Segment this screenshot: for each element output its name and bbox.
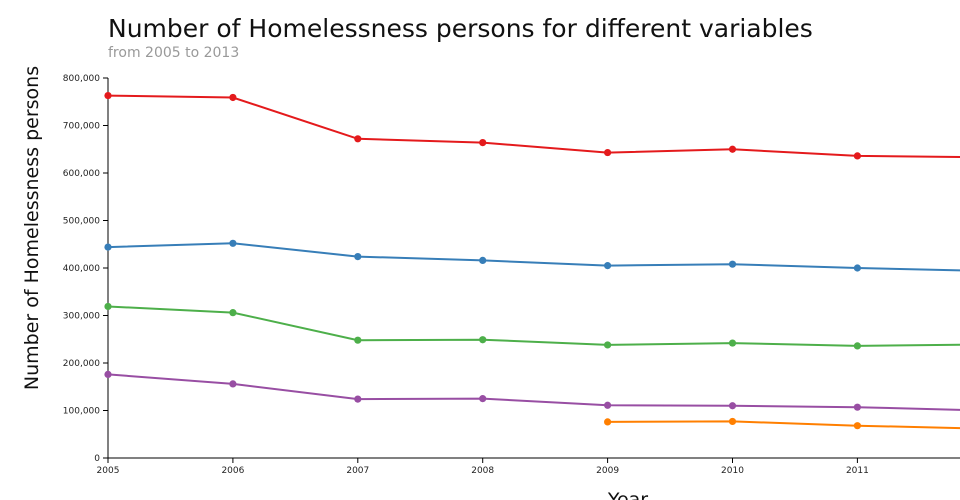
series-orange (604, 417, 960, 430)
chart-title: Number of Homelessness persons for diffe… (108, 14, 813, 43)
series-purple (104, 370, 960, 411)
series-purple-point[interactable] (853, 403, 862, 411)
series-blue-point[interactable] (853, 264, 862, 272)
series-red-line (107, 94, 960, 159)
x-tick-label: 2011 (846, 466, 869, 476)
series-blue-line (107, 242, 960, 272)
series-blue (104, 239, 960, 272)
series-red-point[interactable] (229, 93, 237, 102)
series-green (104, 302, 960, 350)
series-orange-point[interactable] (728, 417, 737, 426)
series-blue-point[interactable] (604, 262, 612, 270)
y-tick-label: 300,000 (63, 312, 100, 322)
y-tick-label: 800,000 (63, 74, 100, 84)
series-green-point[interactable] (728, 339, 737, 347)
series-red-point[interactable] (853, 152, 862, 160)
series-red-point[interactable] (728, 145, 737, 153)
x-tick-label: 2010 (721, 466, 744, 476)
series-layer (104, 91, 960, 430)
axes: 0 100,000 200,000 300,000 400,000 500,000 600,… (63, 74, 960, 476)
series-red-point[interactable] (104, 91, 112, 100)
series-blue-point[interactable] (728, 260, 737, 268)
x-tick-label: 2005 (97, 466, 120, 476)
series-orange-line (607, 420, 960, 430)
y-tick-label: 400,000 (63, 264, 100, 274)
x-tick-label: 2009 (596, 466, 619, 476)
y-tick-label: 700,000 (63, 122, 100, 132)
series-green-point[interactable] (479, 336, 487, 344)
series-orange-point[interactable] (853, 422, 862, 430)
series-red-point[interactable] (479, 139, 487, 147)
y-axis-label: Number of Homelessness persons (21, 66, 43, 390)
series-green-point[interactable] (354, 336, 362, 344)
series-purple-line (107, 373, 960, 411)
series-red-point[interactable] (604, 148, 612, 157)
series-purple-point[interactable] (229, 380, 237, 388)
series-purple-point[interactable] (728, 402, 737, 410)
series-blue-point[interactable] (104, 243, 112, 251)
x-tick-label: 2008 (471, 466, 494, 476)
series-green-point[interactable] (229, 309, 237, 317)
series-green-point[interactable] (104, 302, 112, 311)
series-green-point[interactable] (853, 342, 862, 350)
series-orange-point[interactable] (604, 418, 612, 426)
series-purple-point[interactable] (104, 370, 112, 378)
series-blue-point[interactable] (229, 239, 237, 247)
series-green-line (107, 305, 960, 347)
y-tick-label: 0 (94, 454, 100, 464)
series-blue-point[interactable] (479, 256, 487, 264)
y-tick-label: 500,000 (63, 217, 100, 227)
series-red (104, 91, 960, 160)
x-tick-label: 2006 (221, 466, 244, 476)
x-tick-label: 2007 (346, 466, 369, 476)
series-purple-point[interactable] (354, 395, 362, 403)
series-green-point[interactable] (604, 341, 612, 349)
series-purple-point[interactable] (604, 401, 612, 409)
series-red-point[interactable] (354, 135, 362, 143)
chart-subtitle: from 2005 to 2013 (108, 45, 239, 61)
series-purple-point[interactable] (479, 395, 487, 403)
x-axis-label: Year (607, 489, 648, 500)
y-tick-label: 600,000 (63, 169, 100, 179)
y-tick-label: 200,000 (63, 359, 100, 369)
series-blue-point[interactable] (354, 253, 362, 261)
y-tick-label: 100,000 (63, 407, 100, 417)
